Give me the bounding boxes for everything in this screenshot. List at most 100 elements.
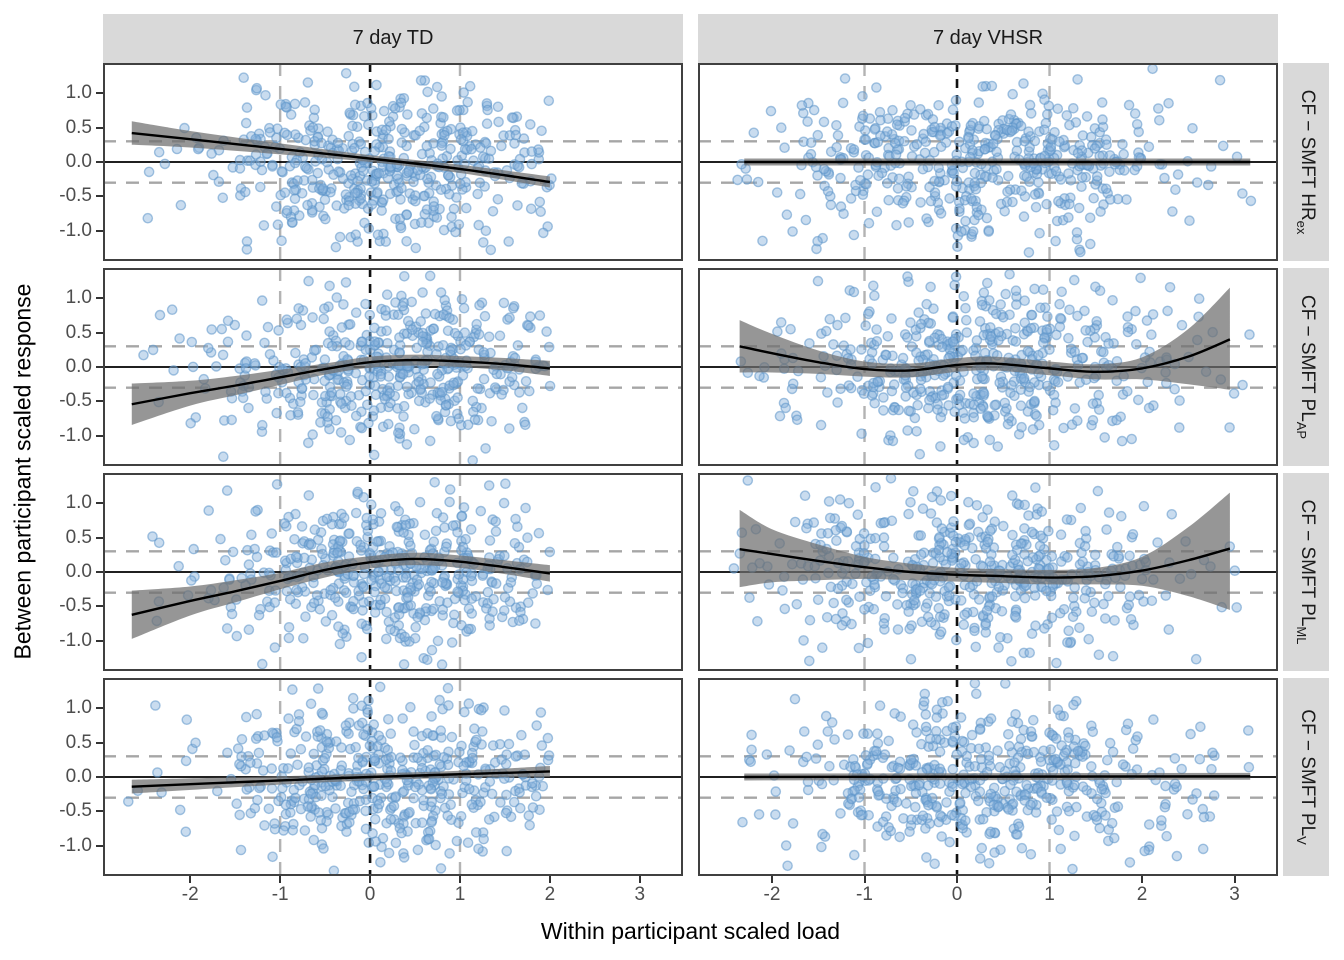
row-strip-label: CF − SMFT PLAP (1294, 294, 1318, 440)
trend-line (131, 770, 550, 788)
x-tick-label: -2 (181, 884, 199, 905)
row-strip-sub: ML (1294, 626, 1310, 645)
y-tick-mark (96, 126, 103, 129)
x-tick-label: 1 (1044, 884, 1055, 905)
x-tick-mark (279, 876, 282, 883)
x-tick-mark (1048, 876, 1051, 883)
panel-plot (698, 63, 1278, 261)
scatter-points (142, 68, 557, 256)
y-axis-title: Between participant scaled response (9, 283, 36, 660)
panel-td-plv (103, 678, 683, 877)
panel-plot (103, 63, 683, 261)
y-tick-mark (96, 639, 103, 642)
panel-td-hrex (103, 63, 683, 261)
y-tick-label: -1.0 (59, 629, 92, 651)
x-tick-mark (1233, 876, 1236, 883)
y-tick-label: 0.5 (65, 731, 92, 753)
y-tick-label: -0.5 (59, 390, 92, 412)
panel-vhsr-hrex (698, 63, 1278, 261)
row-strip-sub: ex (1294, 220, 1310, 235)
y-tick-mark (96, 331, 103, 334)
y-tick-mark (96, 229, 103, 232)
x-tick-label: 0 (364, 884, 376, 905)
row-strip-hrex: CF − SMFT HRex (1283, 63, 1329, 261)
confidence-ribbon (739, 492, 1230, 610)
y-tick-label: 1.0 (65, 287, 92, 308)
y-tick-label: 1.0 (65, 82, 92, 103)
y-tick-mark (96, 297, 103, 299)
row-strip-sub: AP (1294, 421, 1310, 440)
panel-td-plap (103, 268, 683, 466)
x-axis-title: Within participant scaled load (540, 918, 841, 944)
column-strip-label: 7 day VHSR (932, 27, 1044, 49)
x-tick-label: -1 (856, 884, 873, 905)
y-tick-label: 0.5 (65, 116, 92, 138)
scatter-points (737, 678, 1255, 875)
y-tick-mark (96, 571, 103, 573)
x-tick-label: 2 (1136, 884, 1148, 905)
confidence-ribbon (739, 287, 1230, 390)
x-tick-label: -1 (271, 884, 289, 905)
row-strip-label: CF − SMFT HRex (1294, 89, 1318, 235)
x-tick-mark (1141, 876, 1144, 883)
x-tick-mark (638, 876, 641, 883)
x-tick-label: 0 (951, 884, 963, 905)
y-tick-label: 0.0 (65, 766, 92, 787)
trend-line (744, 775, 1251, 779)
y-tick-mark (96, 366, 103, 368)
x-tick-label: -2 (763, 884, 781, 905)
y-tick-label: -0.5 (59, 595, 92, 617)
y-tick-label: 0.0 (65, 151, 92, 172)
y-tick-label: 0.5 (65, 321, 92, 343)
y-tick-mark (96, 741, 103, 744)
panel-td-plml (103, 473, 683, 671)
row-strip-plv: CF − SMFT PLV (1283, 678, 1329, 876)
y-tick-label: 1.0 (65, 697, 92, 718)
trend-line (739, 338, 1231, 374)
y-tick-label: -1.0 (59, 219, 92, 241)
x-tick-mark (458, 876, 461, 883)
x-tick-mark (369, 876, 372, 883)
y-tick-mark (96, 605, 103, 608)
x-tick-label: 2 (544, 884, 556, 905)
trend-line (131, 557, 551, 616)
trend-line (739, 547, 1231, 579)
x-tick-mark (863, 876, 866, 883)
row-strip-sub: V (1294, 836, 1310, 845)
panel-plot (698, 268, 1278, 466)
x-tick-mark (189, 876, 192, 883)
column-strip-td: 7 day TD (103, 14, 683, 63)
y-tick-mark (96, 92, 103, 94)
row-strip-plml: CF − SMFT PLML (1283, 473, 1329, 671)
row-strip-plap: CF − SMFT PLAP (1283, 268, 1329, 466)
y-tick-mark (96, 776, 103, 778)
y-tick-label: 0.5 (65, 526, 92, 548)
column-strip-label: 7 day TD (352, 27, 434, 49)
panel-plot (103, 268, 683, 466)
x-tick-mark (771, 876, 773, 883)
y-tick-label: -0.5 (59, 185, 92, 207)
scatter-points (122, 681, 555, 877)
panel-plot (103, 678, 683, 877)
y-tick-label: 1.0 (65, 492, 92, 513)
x-tick-label: 1 (454, 884, 466, 905)
y-tick-mark (96, 400, 103, 403)
column-strip-vhsr: 7 day VHSR (698, 14, 1278, 63)
x-tick-mark (956, 876, 958, 883)
panel-plot (698, 473, 1278, 671)
x-tick-label: 3 (1229, 884, 1240, 905)
y-tick-mark (96, 502, 103, 504)
y-tick-label: 0.0 (65, 356, 92, 377)
panel-vhsr-plap (698, 268, 1278, 466)
y-tick-label: 0.0 (65, 561, 92, 582)
y-tick-label: -1.0 (59, 424, 92, 446)
panel-plot (698, 678, 1278, 876)
y-tick-mark (96, 707, 103, 709)
row-strip-label: CF − SMFT PLV (1294, 709, 1318, 845)
confidence-ribbon (131, 765, 550, 794)
trend-line (131, 131, 551, 184)
y-tick-label: -0.5 (59, 800, 92, 822)
y-tick-mark (96, 536, 103, 539)
y-tick-mark (96, 434, 103, 437)
